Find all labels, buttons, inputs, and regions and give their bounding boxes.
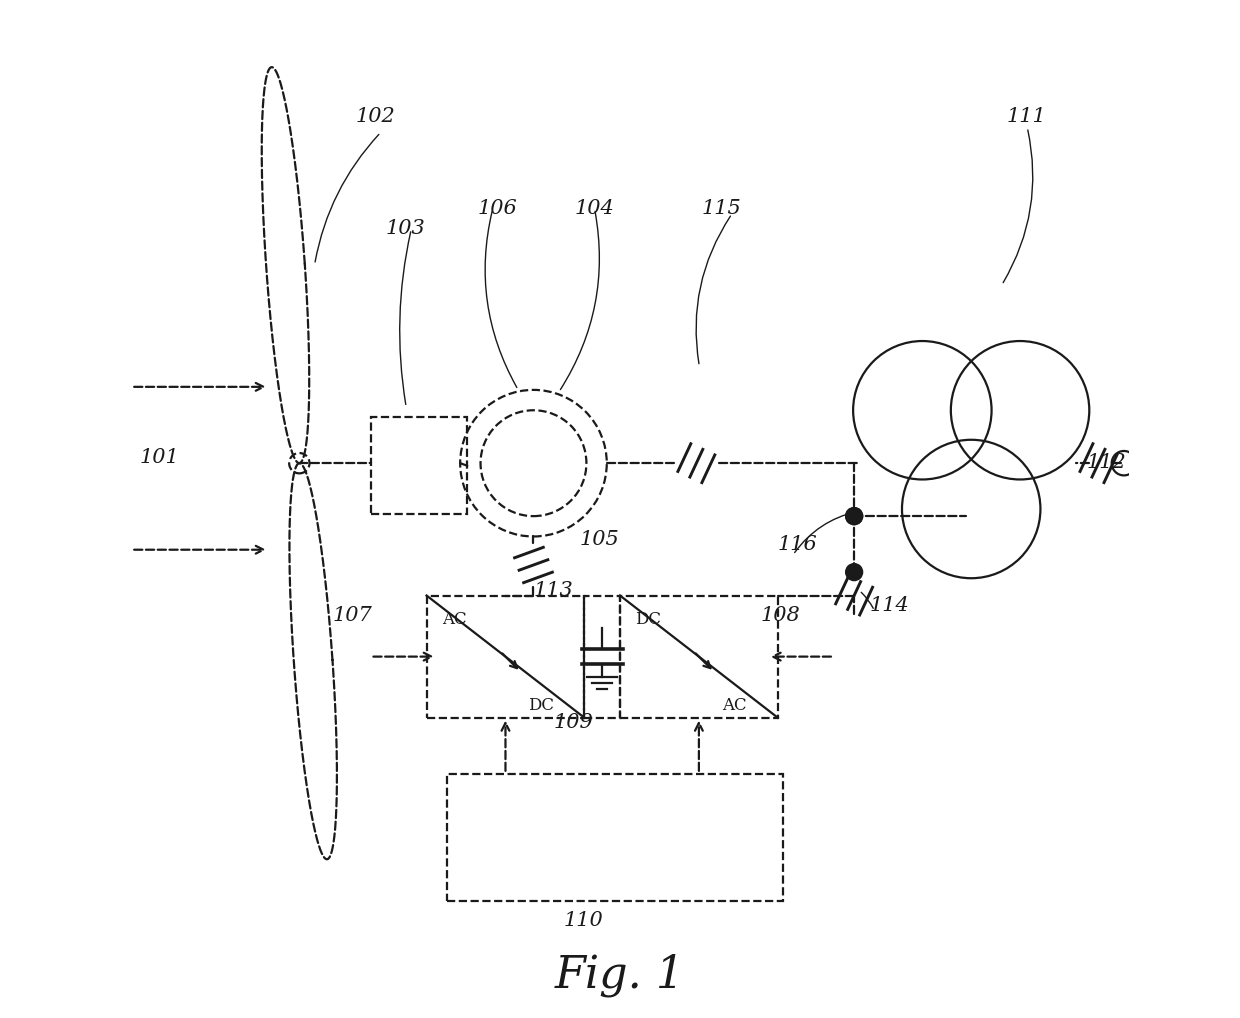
Text: 107: 107: [332, 606, 373, 625]
Text: Fig. 1: Fig. 1: [554, 954, 686, 997]
Text: 113: 113: [533, 580, 573, 600]
Circle shape: [844, 507, 863, 525]
Text: AC: AC: [722, 696, 746, 714]
Text: 112: 112: [1086, 453, 1126, 472]
Text: 110: 110: [564, 911, 604, 930]
Circle shape: [844, 507, 863, 525]
Text: 105: 105: [579, 529, 619, 549]
Text: 115: 115: [702, 199, 742, 218]
Text: DC: DC: [635, 611, 661, 628]
Text: 106: 106: [477, 199, 517, 218]
Text: DC: DC: [528, 696, 554, 714]
Bar: [446, 774, 782, 901]
Bar: [427, 596, 584, 718]
Text: 104: 104: [574, 199, 614, 218]
Text: 102: 102: [356, 107, 396, 126]
Text: 101: 101: [140, 448, 180, 467]
Bar: [584, 596, 620, 718]
Text: 116: 116: [777, 534, 817, 554]
Text: 111: 111: [1007, 107, 1047, 126]
Bar: [620, 596, 777, 718]
Circle shape: [844, 563, 863, 581]
Text: 109: 109: [554, 713, 594, 732]
Text: 103: 103: [386, 219, 425, 238]
Text: 114: 114: [869, 596, 909, 615]
Bar: [371, 417, 467, 514]
Text: 108: 108: [760, 606, 800, 625]
Text: AC: AC: [441, 611, 466, 628]
